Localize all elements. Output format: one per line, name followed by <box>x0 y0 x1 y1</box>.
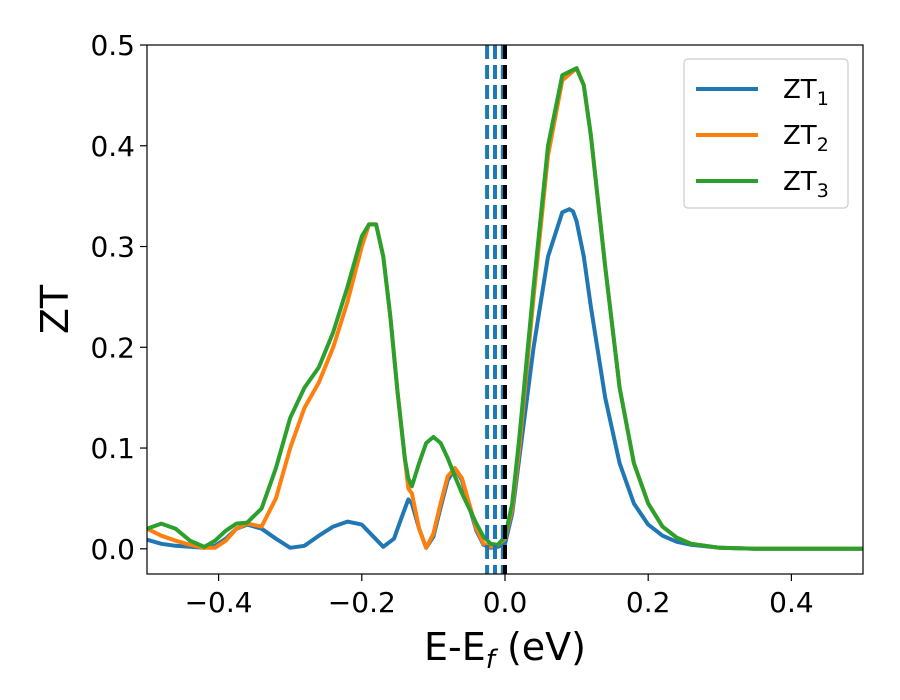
series-layer <box>147 66 863 551</box>
legend-box <box>683 58 849 209</box>
y-tick-label: 0.2 <box>90 331 135 364</box>
y-tick-label: 0.1 <box>90 432 135 465</box>
x-axis: −0.4 −0.2 0.0 0.2 0.4 <box>185 574 814 619</box>
x-tick-label: −0.2 <box>328 586 396 619</box>
vertical-lines-layer <box>485 45 507 574</box>
x-axis-label-unit: (eV) <box>495 625 586 669</box>
x-axis-label-main: E-E <box>424 625 486 669</box>
x-tick-label: 0.2 <box>626 586 671 619</box>
x-tick-label: 0.0 <box>483 586 528 619</box>
y-axis: 0.0 0.1 0.2 0.3 0.4 0.5 <box>90 29 147 566</box>
x-tick-label: −0.4 <box>185 586 253 619</box>
legend-label-zt3: ZT3 <box>783 167 829 202</box>
x-tick-label: 0.4 <box>769 586 814 619</box>
legend-label-zt1: ZT1 <box>783 75 829 110</box>
x-axis-label: E-Ef (eV) <box>424 625 586 675</box>
y-tick-label: 0.4 <box>90 130 135 163</box>
legend: ZT1 ZT2 ZT3 <box>683 58 849 209</box>
y-tick-label: 0.5 <box>90 29 135 62</box>
series-zt3-line <box>147 66 863 551</box>
y-tick-label: 0.3 <box>90 231 135 264</box>
y-tick-label: 0.0 <box>90 533 135 566</box>
legend-label-zt2: ZT2 <box>783 121 829 156</box>
y-axis-label: ZT <box>33 284 77 334</box>
